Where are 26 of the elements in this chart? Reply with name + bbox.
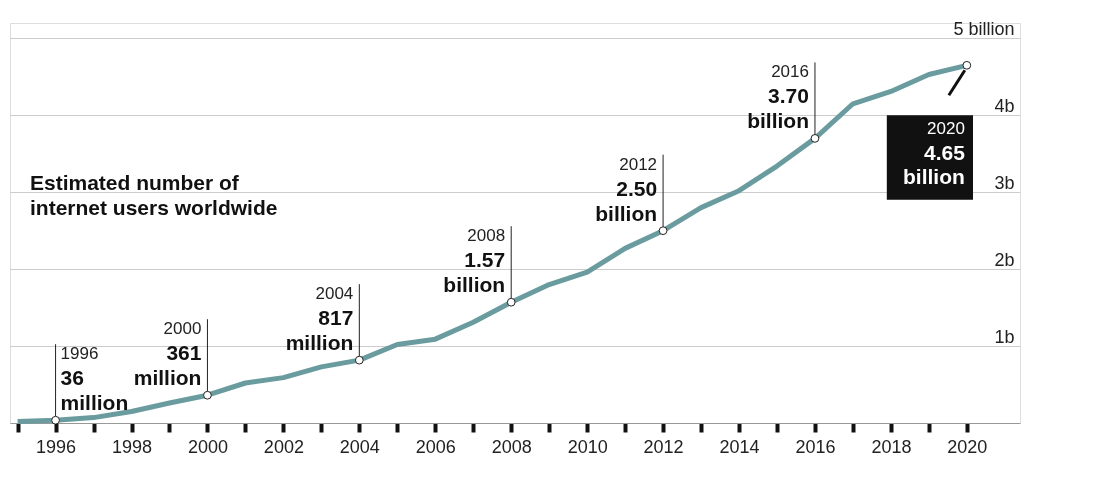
x-tick-label: 2000 — [187, 436, 228, 457]
x-tick-label: 2020 — [947, 436, 988, 457]
x-tick-label: 2008 — [491, 436, 532, 457]
text: Estimated number of internet users worldwide — [30, 171, 278, 219]
y-tick-label: 2b — [994, 249, 1015, 270]
annotation: 1996 36 million — [60, 344, 129, 415]
annotation: 2016 3.70 billion — [747, 62, 809, 133]
annotation: 2000 361 million — [133, 319, 202, 390]
x-tick-label: 2002 — [263, 436, 304, 457]
annotation: 2004 817 million — [285, 284, 354, 355]
x-tick-label: 2010 — [567, 436, 608, 457]
y-tick-label: 3b — [994, 172, 1015, 193]
x-tick-label: 2014 — [719, 436, 760, 457]
x-tick-label: 1996 — [36, 436, 77, 457]
x-tick-label: 2016 — [795, 436, 836, 457]
y-tick-label: 1b — [994, 326, 1015, 347]
x-tick-label: 1998 — [111, 436, 153, 457]
annotation: 2020 4.65 billion — [903, 119, 966, 189]
y-tick-label: 5 billion — [953, 18, 1015, 39]
x-tick-label: 2004 — [339, 436, 380, 457]
x-tick-label: 2006 — [415, 436, 456, 457]
x-tick-label: 2012 — [643, 436, 684, 457]
y-tick-label: 4b — [994, 95, 1015, 116]
annotation: 2008 1.57 billion — [443, 226, 506, 297]
annotation: 2012 2.50 billion — [595, 154, 658, 225]
x-tick-label: 2018 — [871, 436, 912, 457]
